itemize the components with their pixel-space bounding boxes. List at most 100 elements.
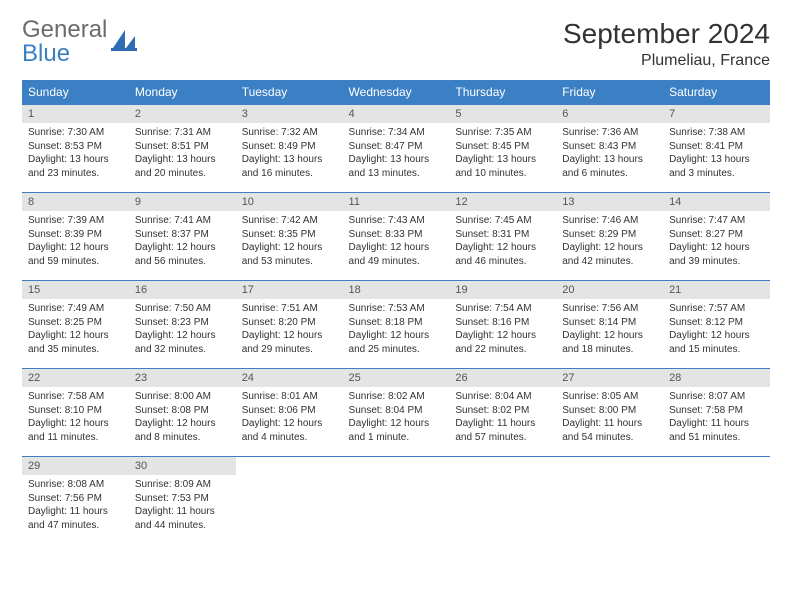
day-details: Sunrise: 7:39 AMSunset: 8:39 PMDaylight:… [22, 211, 129, 273]
brand-text: General Blue [22, 18, 107, 66]
day-cell: 28Sunrise: 8:07 AMSunset: 7:58 PMDayligh… [663, 369, 770, 457]
day-cell: 4Sunrise: 7:34 AMSunset: 8:47 PMDaylight… [343, 105, 450, 193]
day-details: Sunrise: 7:30 AMSunset: 8:53 PMDaylight:… [22, 123, 129, 185]
day-details: Sunrise: 8:05 AMSunset: 8:00 PMDaylight:… [556, 387, 663, 449]
day-details: Sunrise: 8:08 AMSunset: 7:56 PMDaylight:… [22, 475, 129, 537]
day-details: Sunrise: 7:45 AMSunset: 8:31 PMDaylight:… [449, 211, 556, 273]
col-wednesday: Wednesday [343, 80, 450, 105]
col-sunday: Sunday [22, 80, 129, 105]
day-number: 19 [449, 281, 556, 299]
day-number: 8 [22, 193, 129, 211]
calendar-row: 29Sunrise: 8:08 AMSunset: 7:56 PMDayligh… [22, 457, 770, 545]
day-number: 16 [129, 281, 236, 299]
col-friday: Friday [556, 80, 663, 105]
day-number: 22 [22, 369, 129, 387]
day-number: 27 [556, 369, 663, 387]
calendar-row: 8Sunrise: 7:39 AMSunset: 8:39 PMDaylight… [22, 193, 770, 281]
day-number: 1 [22, 105, 129, 123]
day-details: Sunrise: 7:54 AMSunset: 8:16 PMDaylight:… [449, 299, 556, 361]
day-number: 20 [556, 281, 663, 299]
day-cell: 8Sunrise: 7:39 AMSunset: 8:39 PMDaylight… [22, 193, 129, 281]
day-cell: 14Sunrise: 7:47 AMSunset: 8:27 PMDayligh… [663, 193, 770, 281]
day-number: 4 [343, 105, 450, 123]
day-cell: 5Sunrise: 7:35 AMSunset: 8:45 PMDaylight… [449, 105, 556, 193]
day-number: 13 [556, 193, 663, 211]
day-cell: 23Sunrise: 8:00 AMSunset: 8:08 PMDayligh… [129, 369, 236, 457]
col-thursday: Thursday [449, 80, 556, 105]
day-cell: 11Sunrise: 7:43 AMSunset: 8:33 PMDayligh… [343, 193, 450, 281]
day-cell: 22Sunrise: 7:58 AMSunset: 8:10 PMDayligh… [22, 369, 129, 457]
col-saturday: Saturday [663, 80, 770, 105]
day-details: Sunrise: 7:53 AMSunset: 8:18 PMDaylight:… [343, 299, 450, 361]
day-number: 9 [129, 193, 236, 211]
calendar-body: 1Sunrise: 7:30 AMSunset: 8:53 PMDaylight… [22, 105, 770, 545]
day-number: 11 [343, 193, 450, 211]
day-cell: 17Sunrise: 7:51 AMSunset: 8:20 PMDayligh… [236, 281, 343, 369]
brand-logo: General Blue [22, 18, 139, 66]
day-details: Sunrise: 7:32 AMSunset: 8:49 PMDaylight:… [236, 123, 343, 185]
weekday-header-row: Sunday Monday Tuesday Wednesday Thursday… [22, 80, 770, 105]
calendar-table: Sunday Monday Tuesday Wednesday Thursday… [22, 80, 770, 545]
calendar-row: 1Sunrise: 7:30 AMSunset: 8:53 PMDaylight… [22, 105, 770, 193]
sail-icon [111, 28, 139, 57]
day-number: 6 [556, 105, 663, 123]
day-number: 24 [236, 369, 343, 387]
day-details: Sunrise: 7:58 AMSunset: 8:10 PMDaylight:… [22, 387, 129, 449]
day-cell: 19Sunrise: 7:54 AMSunset: 8:16 PMDayligh… [449, 281, 556, 369]
empty-cell [663, 457, 770, 545]
day-details: Sunrise: 8:01 AMSunset: 8:06 PMDaylight:… [236, 387, 343, 449]
day-cell: 16Sunrise: 7:50 AMSunset: 8:23 PMDayligh… [129, 281, 236, 369]
day-details: Sunrise: 7:34 AMSunset: 8:47 PMDaylight:… [343, 123, 450, 185]
day-number: 21 [663, 281, 770, 299]
day-details: Sunrise: 7:50 AMSunset: 8:23 PMDaylight:… [129, 299, 236, 361]
day-cell: 21Sunrise: 7:57 AMSunset: 8:12 PMDayligh… [663, 281, 770, 369]
empty-cell [449, 457, 556, 545]
day-number: 25 [343, 369, 450, 387]
day-details: Sunrise: 7:35 AMSunset: 8:45 PMDaylight:… [449, 123, 556, 185]
day-cell: 25Sunrise: 8:02 AMSunset: 8:04 PMDayligh… [343, 369, 450, 457]
day-cell: 6Sunrise: 7:36 AMSunset: 8:43 PMDaylight… [556, 105, 663, 193]
day-number: 30 [129, 457, 236, 475]
day-cell: 20Sunrise: 7:56 AMSunset: 8:14 PMDayligh… [556, 281, 663, 369]
day-details: Sunrise: 7:36 AMSunset: 8:43 PMDaylight:… [556, 123, 663, 185]
day-cell: 12Sunrise: 7:45 AMSunset: 8:31 PMDayligh… [449, 193, 556, 281]
day-number: 14 [663, 193, 770, 211]
day-cell: 13Sunrise: 7:46 AMSunset: 8:29 PMDayligh… [556, 193, 663, 281]
day-details: Sunrise: 7:56 AMSunset: 8:14 PMDaylight:… [556, 299, 663, 361]
day-details: Sunrise: 7:57 AMSunset: 8:12 PMDaylight:… [663, 299, 770, 361]
page-title: September 2024 [563, 18, 770, 50]
day-number: 12 [449, 193, 556, 211]
day-number: 7 [663, 105, 770, 123]
day-number: 2 [129, 105, 236, 123]
day-number: 3 [236, 105, 343, 123]
empty-cell [343, 457, 450, 545]
day-cell: 27Sunrise: 8:05 AMSunset: 8:00 PMDayligh… [556, 369, 663, 457]
day-number: 23 [129, 369, 236, 387]
day-cell: 3Sunrise: 7:32 AMSunset: 8:49 PMDaylight… [236, 105, 343, 193]
day-details: Sunrise: 8:09 AMSunset: 7:53 PMDaylight:… [129, 475, 236, 537]
day-details: Sunrise: 7:51 AMSunset: 8:20 PMDaylight:… [236, 299, 343, 361]
empty-cell [556, 457, 663, 545]
brand-part1: General [22, 16, 107, 43]
col-monday: Monday [129, 80, 236, 105]
day-details: Sunrise: 7:41 AMSunset: 8:37 PMDaylight:… [129, 211, 236, 273]
day-details: Sunrise: 7:43 AMSunset: 8:33 PMDaylight:… [343, 211, 450, 273]
day-cell: 24Sunrise: 8:01 AMSunset: 8:06 PMDayligh… [236, 369, 343, 457]
calendar-row: 22Sunrise: 7:58 AMSunset: 8:10 PMDayligh… [22, 369, 770, 457]
empty-cell [236, 457, 343, 545]
day-cell: 1Sunrise: 7:30 AMSunset: 8:53 PMDaylight… [22, 105, 129, 193]
day-number: 28 [663, 369, 770, 387]
day-number: 5 [449, 105, 556, 123]
calendar-row: 15Sunrise: 7:49 AMSunset: 8:25 PMDayligh… [22, 281, 770, 369]
day-number: 15 [22, 281, 129, 299]
day-details: Sunrise: 7:46 AMSunset: 8:29 PMDaylight:… [556, 211, 663, 273]
day-number: 18 [343, 281, 450, 299]
day-details: Sunrise: 7:42 AMSunset: 8:35 PMDaylight:… [236, 211, 343, 273]
day-details: Sunrise: 8:04 AMSunset: 8:02 PMDaylight:… [449, 387, 556, 449]
day-details: Sunrise: 8:00 AMSunset: 8:08 PMDaylight:… [129, 387, 236, 449]
day-number: 26 [449, 369, 556, 387]
day-cell: 7Sunrise: 7:38 AMSunset: 8:41 PMDaylight… [663, 105, 770, 193]
day-number: 17 [236, 281, 343, 299]
day-cell: 10Sunrise: 7:42 AMSunset: 8:35 PMDayligh… [236, 193, 343, 281]
day-details: Sunrise: 7:47 AMSunset: 8:27 PMDaylight:… [663, 211, 770, 273]
